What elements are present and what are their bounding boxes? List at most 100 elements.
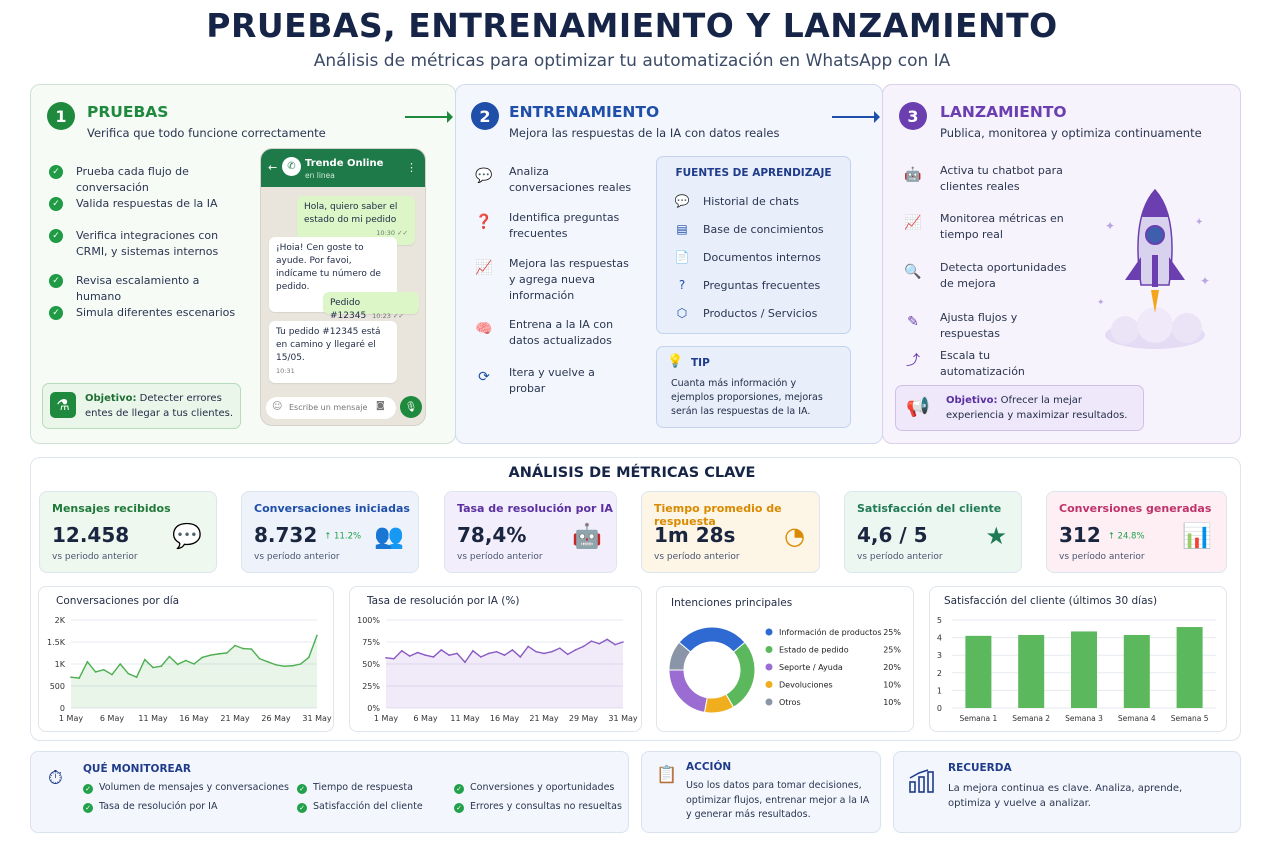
monitor-item: Tiempo de respuesta — [313, 782, 413, 793]
source-item: Preguntas frecuentes — [703, 279, 821, 292]
data-point — [511, 649, 514, 651]
data-point — [401, 650, 403, 652]
data-point — [152, 666, 154, 669]
tip-box — [656, 346, 851, 428]
data-point — [201, 656, 203, 659]
data-point — [242, 647, 244, 650]
legend-marker — [765, 628, 773, 636]
message-input[interactable]: Escribe un mensaje — [289, 403, 368, 412]
panel-lanzamiento — [882, 84, 1241, 444]
scale-icon: ⤴ — [906, 353, 920, 369]
monitor-item: Volumen de mensajes y conversaciones — [99, 782, 289, 793]
bar — [965, 635, 992, 708]
legend-marker — [765, 681, 773, 688]
check-icon: ✓ — [297, 803, 307, 813]
entrenamiento-item: Entrena a la IA con datos actualizados — [509, 318, 614, 347]
chat-history-icon: 💬 — [674, 194, 690, 208]
series-area — [71, 635, 317, 708]
data-point — [70, 676, 72, 678]
lanzamiento-title: LANZAMIENTO — [940, 103, 1067, 121]
source-item: Documentos internos — [703, 251, 821, 264]
data-point — [258, 657, 261, 660]
tip-title: TIP — [691, 357, 710, 369]
chat-icon: 💬 — [475, 168, 493, 184]
mic-icon[interactable]: 🎙 — [400, 396, 422, 418]
monitor-item: Satisfacción del cliente — [313, 801, 423, 812]
pruebas-item: Simula diferentes escenarios — [76, 306, 236, 319]
y-tick-label: 1.5K — [47, 638, 66, 647]
chat-message: Pedido #12345 10:23 ✓✓ — [323, 292, 419, 321]
data-point — [456, 652, 458, 655]
legend-label: Estado de pedido — [779, 646, 849, 655]
check-icon: ✓ — [83, 784, 93, 794]
step-number-3: 3 — [899, 102, 927, 130]
x-tick-label: 21 May — [529, 714, 559, 723]
back-arrow-icon[interactable]: ← — [268, 161, 278, 174]
x-tick-label: Semana 5 — [1171, 714, 1209, 723]
svg-text:✦: ✦ — [1200, 274, 1210, 288]
chart-resolucion: Tasa de resolución por IA (%) 0% 25% 50% 75… — [349, 586, 642, 732]
y-tick-label: 50% — [362, 660, 380, 669]
x-tick-label: Semana 2 — [1012, 714, 1050, 723]
x-tick-label: 1 May — [374, 714, 398, 723]
data-point — [566, 653, 569, 656]
pruebas-subtitle: Verifica que todo funcione correctamente — [87, 126, 326, 140]
bar — [1123, 634, 1150, 708]
data-point — [527, 645, 529, 648]
y-tick-label: 2 — [937, 669, 942, 678]
data-point — [480, 656, 482, 658]
entrenamiento-item: Identifica preguntas frecuentes — [509, 211, 620, 240]
message-input-box[interactable] — [266, 397, 396, 419]
pie-slice — [668, 641, 692, 671]
pruebas-item: Valida respuestas de la IA — [76, 197, 218, 210]
slice-value-label: 25% — [883, 628, 901, 637]
svg-text:✦: ✦ — [1105, 219, 1115, 233]
emoji-icon[interactable]: ☺ — [272, 401, 283, 412]
data-point — [168, 655, 171, 658]
recuerda-title: RECUERDA — [948, 762, 1012, 774]
accion-box — [641, 751, 881, 833]
menu-icon[interactable]: ⋮ — [406, 161, 417, 174]
x-tick-label: 11 May — [450, 714, 480, 723]
svg-text:✦: ✦ — [1097, 298, 1105, 308]
entrenamiento-subtitle: Mejora las respuestas de la IA con datos… — [509, 126, 780, 140]
contact-name: Trende Online — [305, 158, 384, 169]
data-point — [291, 664, 294, 667]
camera-icon[interactable]: ◙ — [376, 401, 385, 411]
y-tick-label: 500 — [50, 682, 65, 691]
data-point — [250, 648, 253, 650]
kpi-title: Satisfacción del cliente — [857, 502, 1002, 515]
kpi-value: 4,6 / 5 — [857, 523, 928, 547]
series-area — [386, 639, 623, 708]
lanzamiento-objective — [895, 385, 1144, 431]
x-tick-label: 11 May — [138, 714, 168, 723]
lanzamiento-subtitle: Publica, monitorea y optimiza continuame… — [940, 126, 1202, 140]
monitor-box — [30, 751, 629, 833]
check-icon: ✓ — [49, 229, 63, 243]
data-point — [551, 650, 553, 653]
document-icon: 📄 — [674, 250, 690, 264]
data-point — [160, 665, 162, 667]
lightbulb-icon: 💡 — [667, 354, 684, 369]
data-point — [385, 657, 387, 659]
pruebas-objective-text: Objetivo: Detecter errores entes de lleg… — [85, 393, 234, 419]
x-tick-label: 31 May — [608, 714, 638, 723]
source-item: Base de concimientos — [703, 223, 824, 236]
step-number-1: 1 — [47, 102, 75, 130]
data-point — [176, 663, 179, 666]
data-point — [614, 643, 616, 646]
chat-bubble-icon: 💬 — [172, 522, 202, 550]
data-point — [535, 650, 537, 653]
chart-title: Conversaciones por día — [56, 595, 180, 607]
bar — [1018, 634, 1045, 708]
kpi-value: 1m 28s — [654, 523, 736, 547]
lanzamiento-item: Escala tu automatización — [940, 349, 1025, 378]
source-item: Productos / Servicios — [703, 307, 818, 320]
kpi-title: Tasa de resolución por IA — [457, 502, 613, 515]
slice-value-label: 25% — [883, 646, 901, 655]
data-point — [135, 676, 138, 678]
arrow-right-icon — [403, 107, 453, 131]
gauge-icon: ◔ — [784, 522, 805, 550]
x-tick-label: 21 May — [220, 714, 250, 723]
knowledge-base-icon: ▤ — [676, 222, 688, 236]
